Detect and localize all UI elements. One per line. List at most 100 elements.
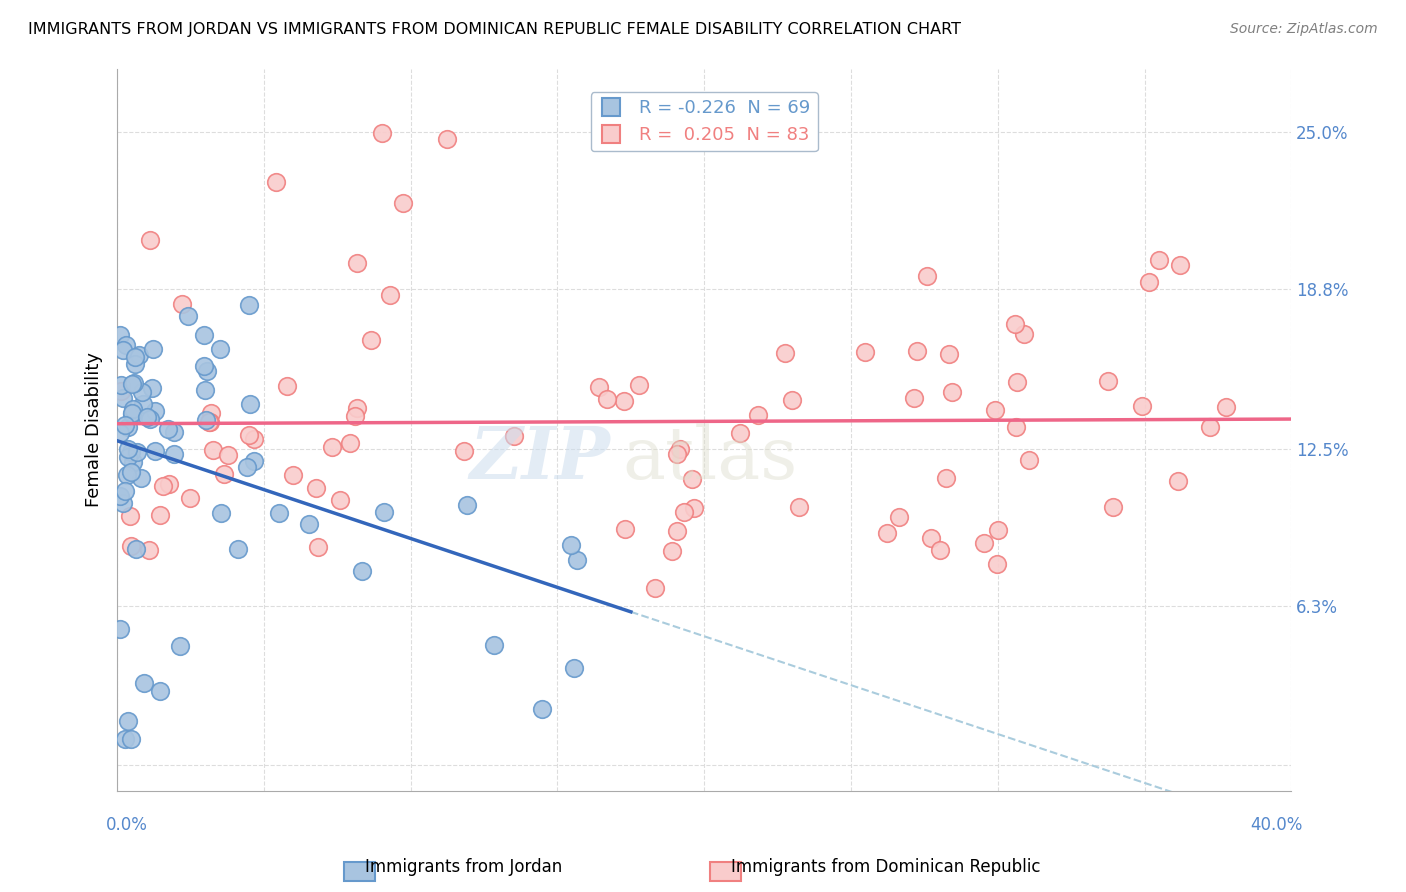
Text: 40.0%: 40.0% xyxy=(1251,816,1303,834)
Point xyxy=(661,544,683,558)
Point xyxy=(938,347,960,361)
Point xyxy=(139,412,162,426)
Point xyxy=(111,496,134,510)
Point xyxy=(436,132,458,146)
Point xyxy=(1018,452,1040,467)
Point xyxy=(217,448,239,462)
Point xyxy=(128,348,150,362)
Point xyxy=(108,622,131,636)
Point xyxy=(482,638,505,652)
Point xyxy=(121,407,143,421)
Point xyxy=(200,406,222,420)
Point xyxy=(305,481,328,495)
Point xyxy=(360,334,382,348)
Point xyxy=(117,420,139,434)
Point xyxy=(665,447,688,461)
Point xyxy=(1005,376,1028,390)
Point xyxy=(321,440,343,454)
Point xyxy=(209,342,232,356)
Point xyxy=(111,392,134,406)
Point xyxy=(373,505,395,519)
Point xyxy=(145,404,167,418)
Point xyxy=(108,426,131,441)
Point xyxy=(298,516,321,531)
Point xyxy=(853,344,876,359)
Point xyxy=(613,522,636,536)
Point xyxy=(456,499,478,513)
Point xyxy=(138,543,160,558)
Point xyxy=(780,393,803,408)
Point xyxy=(176,309,198,323)
Point xyxy=(787,500,810,515)
Text: Immigrants from Dominican Republic: Immigrants from Dominican Republic xyxy=(731,858,1040,876)
Point xyxy=(198,415,221,429)
Point xyxy=(596,392,619,406)
Point xyxy=(193,359,215,373)
Point xyxy=(346,401,368,415)
Text: atlas: atlas xyxy=(621,423,797,493)
Point xyxy=(1101,500,1123,514)
Point xyxy=(1004,317,1026,331)
Point xyxy=(209,506,232,520)
Point xyxy=(329,493,352,508)
Point xyxy=(905,343,928,358)
Point xyxy=(666,524,689,539)
Point xyxy=(194,383,217,397)
Point xyxy=(226,541,249,556)
Point xyxy=(110,384,132,399)
Point xyxy=(984,403,1007,417)
Point xyxy=(121,405,143,419)
Point xyxy=(132,676,155,690)
Point xyxy=(115,338,138,352)
Point xyxy=(117,442,139,456)
Point xyxy=(120,732,142,747)
Point xyxy=(672,505,695,519)
Point xyxy=(120,465,142,479)
Point xyxy=(264,175,287,189)
Point xyxy=(987,523,1010,537)
Point xyxy=(986,557,1008,571)
Point xyxy=(371,126,394,140)
Point xyxy=(935,471,957,485)
Point xyxy=(169,639,191,653)
Point xyxy=(243,432,266,446)
Point xyxy=(683,500,706,515)
Point xyxy=(565,553,588,567)
Point xyxy=(149,508,172,522)
Point xyxy=(122,402,145,417)
Point xyxy=(1215,400,1237,414)
Text: IMMIGRANTS FROM JORDAN VS IMMIGRANTS FROM DOMINICAN REPUBLIC FEMALE DISABILITY C: IMMIGRANTS FROM JORDAN VS IMMIGRANTS FRO… xyxy=(28,22,962,37)
Point xyxy=(281,467,304,482)
Point xyxy=(920,532,942,546)
Point xyxy=(152,479,174,493)
Point xyxy=(973,536,995,550)
Legend: R = -0.226  N = 69, R =  0.205  N = 83: R = -0.226 N = 69, R = 0.205 N = 83 xyxy=(591,92,818,152)
Point xyxy=(120,509,142,524)
Point xyxy=(110,377,132,392)
Point xyxy=(142,342,165,356)
Point xyxy=(172,297,194,311)
Point xyxy=(112,343,135,358)
Point xyxy=(453,444,475,458)
Point xyxy=(131,384,153,399)
Point xyxy=(236,459,259,474)
Point xyxy=(887,510,910,524)
Text: 0.0%: 0.0% xyxy=(105,816,148,834)
Point xyxy=(141,382,163,396)
Point xyxy=(1097,374,1119,388)
Point xyxy=(730,425,752,440)
Point xyxy=(380,288,402,302)
Point xyxy=(239,397,262,411)
Point xyxy=(929,542,952,557)
Point xyxy=(139,233,162,247)
Point xyxy=(267,506,290,520)
Point xyxy=(1149,252,1171,267)
Point xyxy=(613,394,636,409)
Point xyxy=(941,384,963,399)
Point xyxy=(238,298,260,312)
Point xyxy=(202,443,225,458)
Text: ZIP: ZIP xyxy=(470,423,610,494)
Point xyxy=(117,714,139,729)
Point xyxy=(121,377,143,392)
Point xyxy=(195,364,218,378)
